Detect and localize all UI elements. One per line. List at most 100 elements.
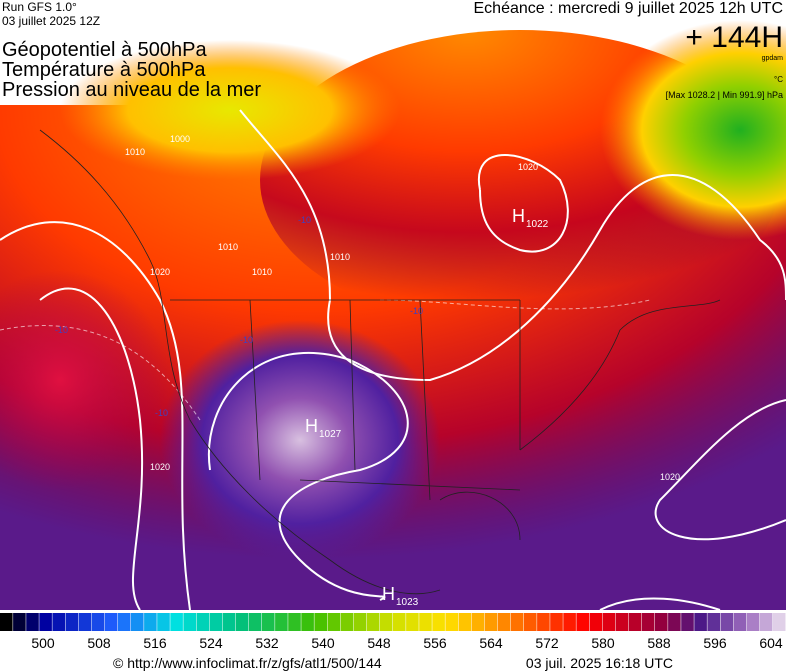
center-value: 1023 bbox=[396, 597, 419, 608]
colorbar-swatch bbox=[550, 613, 563, 631]
isobar-label: 1000 bbox=[170, 134, 190, 144]
colorbar-label: 508 bbox=[87, 635, 111, 651]
colorbar-label: 580 bbox=[591, 635, 615, 651]
colorbar-label: 572 bbox=[535, 635, 559, 651]
colorbar-swatch bbox=[39, 613, 52, 631]
colorbar-label: 604 bbox=[759, 635, 783, 651]
run-label: Run GFS 1.0° bbox=[2, 0, 77, 14]
colorbar-swatch bbox=[379, 613, 393, 631]
map-title: Pression au niveau de la mer bbox=[2, 79, 261, 101]
footer-url: © http://www.infoclimat.fr/z/gfs/atl1/50… bbox=[113, 655, 382, 671]
colorbar-swatch bbox=[432, 613, 445, 631]
colorbar-swatch bbox=[340, 613, 354, 631]
colorbar-swatch bbox=[262, 613, 275, 631]
colorbar-swatch bbox=[13, 613, 26, 631]
colorbar-swatch bbox=[602, 613, 616, 631]
colorbar-swatch bbox=[759, 613, 773, 631]
colorbar-swatch bbox=[655, 613, 668, 631]
colorbar-swatch bbox=[183, 613, 196, 631]
colorbar-swatch bbox=[0, 613, 13, 631]
colorbar-swatch bbox=[157, 613, 170, 631]
run-date: 03 juillet 2025 12Z bbox=[2, 14, 100, 28]
colorbar-swatch bbox=[144, 613, 157, 631]
colorbar-swatch bbox=[26, 613, 39, 631]
temp-label: -10 bbox=[55, 325, 68, 335]
colorbar-swatch bbox=[681, 613, 694, 631]
colorbar-swatch bbox=[406, 613, 419, 631]
footer-date: 03 juil. 2025 16:18 UTC bbox=[526, 655, 673, 671]
colorbar-swatch bbox=[117, 613, 131, 631]
colorbar-swatch bbox=[524, 613, 537, 631]
colorbar-swatch bbox=[353, 613, 367, 631]
isobar-label: 1010 bbox=[252, 267, 272, 277]
colorbar-swatch bbox=[563, 613, 576, 631]
colorbar-swatch bbox=[510, 613, 524, 631]
colorbar-swatch bbox=[52, 613, 65, 631]
colorbar-swatch bbox=[615, 613, 629, 631]
isobar-label: 1010 bbox=[218, 242, 238, 252]
colorbar-swatch bbox=[746, 613, 760, 631]
colorbar-swatch bbox=[445, 613, 458, 631]
colorbar-label: 588 bbox=[647, 635, 671, 651]
colorbar-swatch bbox=[393, 613, 406, 631]
colorbar-swatch bbox=[419, 613, 432, 631]
isobar-label: 1020 bbox=[518, 162, 538, 172]
colorbar-swatch bbox=[209, 613, 223, 631]
colorbar-swatch bbox=[537, 613, 550, 631]
colorbar-swatch bbox=[484, 613, 498, 631]
isobar-label: 1010 bbox=[125, 147, 145, 157]
colorbar-swatch bbox=[707, 613, 720, 631]
colorbar-swatch bbox=[576, 613, 589, 631]
isobar-label: 1020 bbox=[150, 267, 170, 277]
colorbar-swatch bbox=[222, 613, 236, 631]
colorbar-swatch bbox=[471, 613, 485, 631]
colorbar-swatch bbox=[275, 613, 288, 631]
colorbar-label: 500 bbox=[31, 635, 55, 651]
colorbar-swatch bbox=[301, 613, 314, 631]
colorbar-swatch bbox=[196, 613, 210, 631]
colorbar-swatch bbox=[104, 613, 118, 631]
temp-unit: °C bbox=[774, 75, 783, 84]
colorbar-swatch bbox=[458, 613, 472, 631]
temp-label: -10 bbox=[155, 408, 168, 418]
center-letter: H bbox=[305, 416, 318, 436]
colorbar-swatch bbox=[668, 613, 681, 631]
colorbar-swatch bbox=[720, 613, 734, 631]
colorbar-swatch bbox=[641, 613, 655, 631]
colorbar-swatch bbox=[131, 613, 144, 631]
colorbar-swatch bbox=[288, 613, 301, 631]
isobar-label: 1020 bbox=[150, 462, 170, 472]
colorbar-label: 532 bbox=[255, 635, 279, 651]
colorbar-swatch bbox=[170, 613, 183, 631]
isobar-label: 1020 bbox=[660, 472, 680, 482]
center-letter: H bbox=[382, 584, 395, 604]
colorbar-swatch bbox=[65, 613, 79, 631]
temp-label: -10 bbox=[298, 215, 311, 225]
center-letter: H bbox=[512, 206, 525, 226]
colorbar-swatch bbox=[327, 613, 341, 631]
colorbar-label: 524 bbox=[199, 635, 223, 651]
colorbar-label: 548 bbox=[367, 635, 391, 651]
colorbar-swatch bbox=[314, 613, 327, 631]
isobar-label: 1010 bbox=[330, 252, 350, 262]
colorbar-swatch bbox=[235, 613, 249, 631]
echeance: Echéance : mercredi 9 juillet 2025 12h U… bbox=[474, 0, 784, 17]
colorbar-swatch bbox=[694, 613, 707, 631]
unit: gpdam bbox=[762, 55, 784, 62]
colorbar-swatch bbox=[366, 613, 380, 631]
colorbar-swatch bbox=[91, 613, 105, 631]
colorbar-label: 540 bbox=[311, 635, 335, 651]
colorbar-swatch bbox=[589, 613, 603, 631]
colorbar-label: 556 bbox=[423, 635, 447, 651]
pressure-range: [Max 1028.2 | Min 991.9] hPa bbox=[666, 90, 783, 100]
colorbar-label: 516 bbox=[143, 635, 167, 651]
colorbar-label: 596 bbox=[703, 635, 727, 651]
map-title: Température à 500hPa bbox=[2, 59, 206, 81]
map-title: Géopotentiel à 500hPa bbox=[2, 39, 207, 61]
center-value: 1022 bbox=[526, 219, 549, 230]
colorbar-swatch bbox=[497, 613, 511, 631]
lead-time: + 144H bbox=[685, 21, 783, 54]
colorbar-label: 564 bbox=[479, 635, 503, 651]
